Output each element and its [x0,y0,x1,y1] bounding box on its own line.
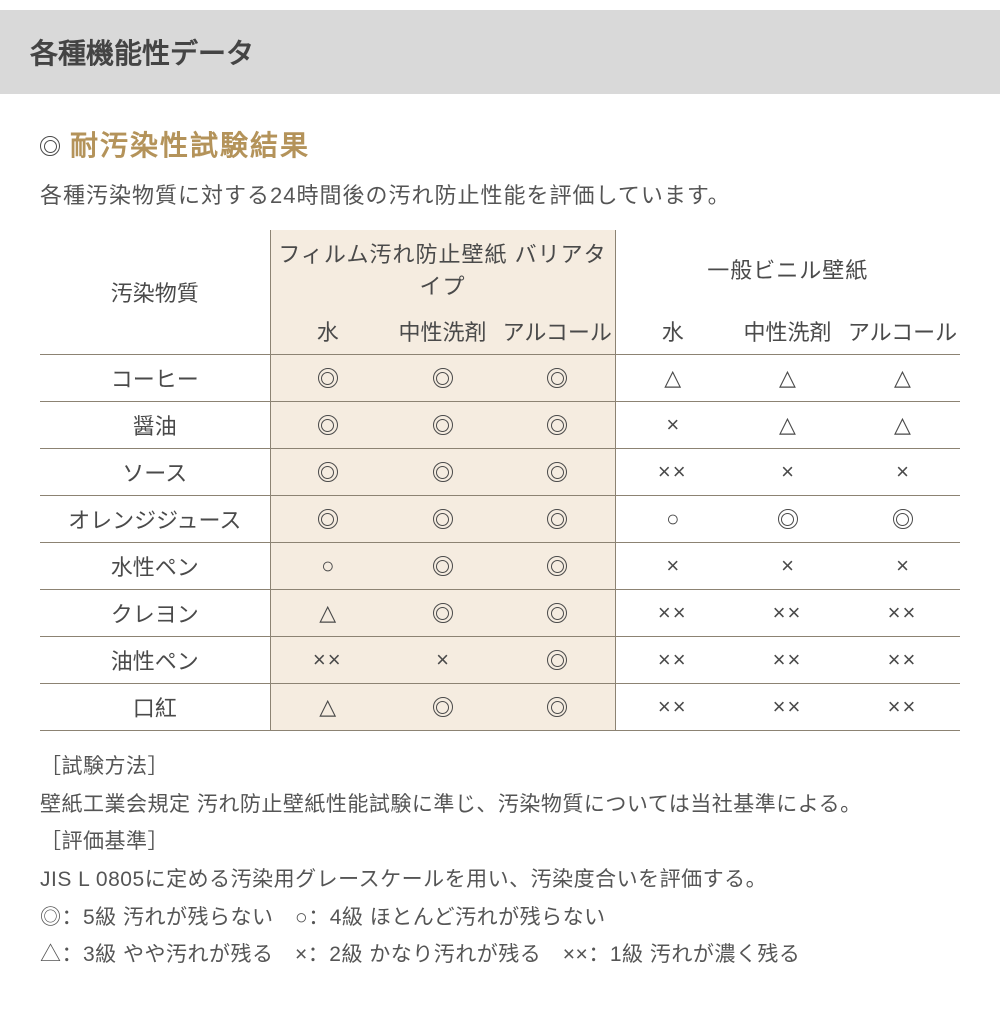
cell [270,402,385,449]
cell: △ [730,402,845,449]
note-l3: ［評価基準］ [40,824,960,860]
cell: × [385,637,500,684]
cell [385,496,500,543]
cell: ×× [730,684,845,731]
table-row: オレンジジュース ○ [40,496,960,543]
cell: ×× [615,590,730,637]
col-group-a: フィルム汚れ防止壁紙 バリアタイプ [270,230,615,308]
table-row: 水性ペン○××× [40,543,960,590]
note-l6: △：3級 やや汚れが残る ×：2級 かなり汚れが残る ××：1級 汚れが濃く残る [40,937,960,973]
cell [385,449,500,496]
table-row: 醤油×△△ [40,402,960,449]
cell [500,684,615,731]
cell [270,496,385,543]
cell [500,590,615,637]
cell: △ [845,402,960,449]
row-label: クレヨン [40,590,270,637]
cell: × [845,449,960,496]
cell [385,590,500,637]
col-group-b: 一般ビニル壁紙 [615,230,960,308]
table-body: コーヒー△△△醤油×△△ソース××××オレンジジュース○水性ペン○×××クレヨン… [40,355,960,731]
cell [500,402,615,449]
note-l2: 壁紙工業会規定 汚れ防止壁紙性能試験に準じ、汚染物質については当社基準による。 [40,787,960,823]
cell: △ [845,355,960,402]
subcol-a-0: 水 [270,308,385,355]
subcol-b-1: 中性洗剤 [730,308,845,355]
cell: × [845,543,960,590]
cell [500,355,615,402]
cell: ○ [270,543,385,590]
cell [500,449,615,496]
table-row: 油性ペン××××××××× [40,637,960,684]
cell: △ [615,355,730,402]
cell [385,402,500,449]
cell [845,496,960,543]
table-row: コーヒー△△△ [40,355,960,402]
cell: ○ [615,496,730,543]
cell: ×× [270,637,385,684]
cell: ×× [730,590,845,637]
cell: ×× [845,684,960,731]
subcol-a-2: アルコール [500,308,615,355]
row-label: オレンジジュース [40,496,270,543]
cell: ×× [615,449,730,496]
cell [500,496,615,543]
bullet-icon [40,130,60,158]
cell: △ [270,684,385,731]
cell: × [730,543,845,590]
cell [270,355,385,402]
cell [500,543,615,590]
subcol-b-0: 水 [615,308,730,355]
cell: △ [730,355,845,402]
cell: × [730,449,845,496]
cell [385,355,500,402]
note-l5: ◎：5級 汚れが残らない ○：4級 ほとんど汚れが残らない [40,900,960,936]
row-label: 油性ペン [40,637,270,684]
subcol-b-2: アルコール [845,308,960,355]
results-table: 汚染物質 フィルム汚れ防止壁紙 バリアタイプ 一般ビニル壁紙 水 中性洗剤 アル… [40,230,960,731]
table-row: ソース×××× [40,449,960,496]
row-label: ソース [40,449,270,496]
note-l4: JIS L 0805に定める汚染用グレースケールを用い、汚染度合いを評価する。 [40,862,960,898]
row-label: 醤油 [40,402,270,449]
row-label: コーヒー [40,355,270,402]
row-label: 水性ペン [40,543,270,590]
subcol-a-1: 中性洗剤 [385,308,500,355]
page-title: 各種機能性データ [30,32,970,72]
cell: ×× [615,637,730,684]
note-l1: ［試験方法］ [40,749,960,785]
section-lead: 各種汚染物質に対する24時間後の汚れ防止性能を評価しています。 [40,178,960,210]
cell: ×× [845,637,960,684]
cell: × [615,543,730,590]
cell [385,543,500,590]
section-title: 耐汚染性試験結果 [70,124,310,164]
cell [270,449,385,496]
table-row: 口紅△×××××× [40,684,960,731]
section-heading: 耐汚染性試験結果 [40,124,960,164]
cell: △ [270,590,385,637]
col-header-substance: 汚染物質 [40,230,270,355]
notes: ［試験方法］ 壁紙工業会規定 汚れ防止壁紙性能試験に準じ、汚染物質については当社… [40,749,960,973]
cell: × [615,402,730,449]
cell [500,637,615,684]
cell [730,496,845,543]
page-header: 各種機能性データ [0,10,1000,94]
table-row: クレヨン△×××××× [40,590,960,637]
row-label: 口紅 [40,684,270,731]
cell: ×× [615,684,730,731]
cell: ×× [730,637,845,684]
content: 耐汚染性試験結果 各種汚染物質に対する24時間後の汚れ防止性能を評価しています。… [0,124,1000,973]
cell [385,684,500,731]
cell: ×× [845,590,960,637]
